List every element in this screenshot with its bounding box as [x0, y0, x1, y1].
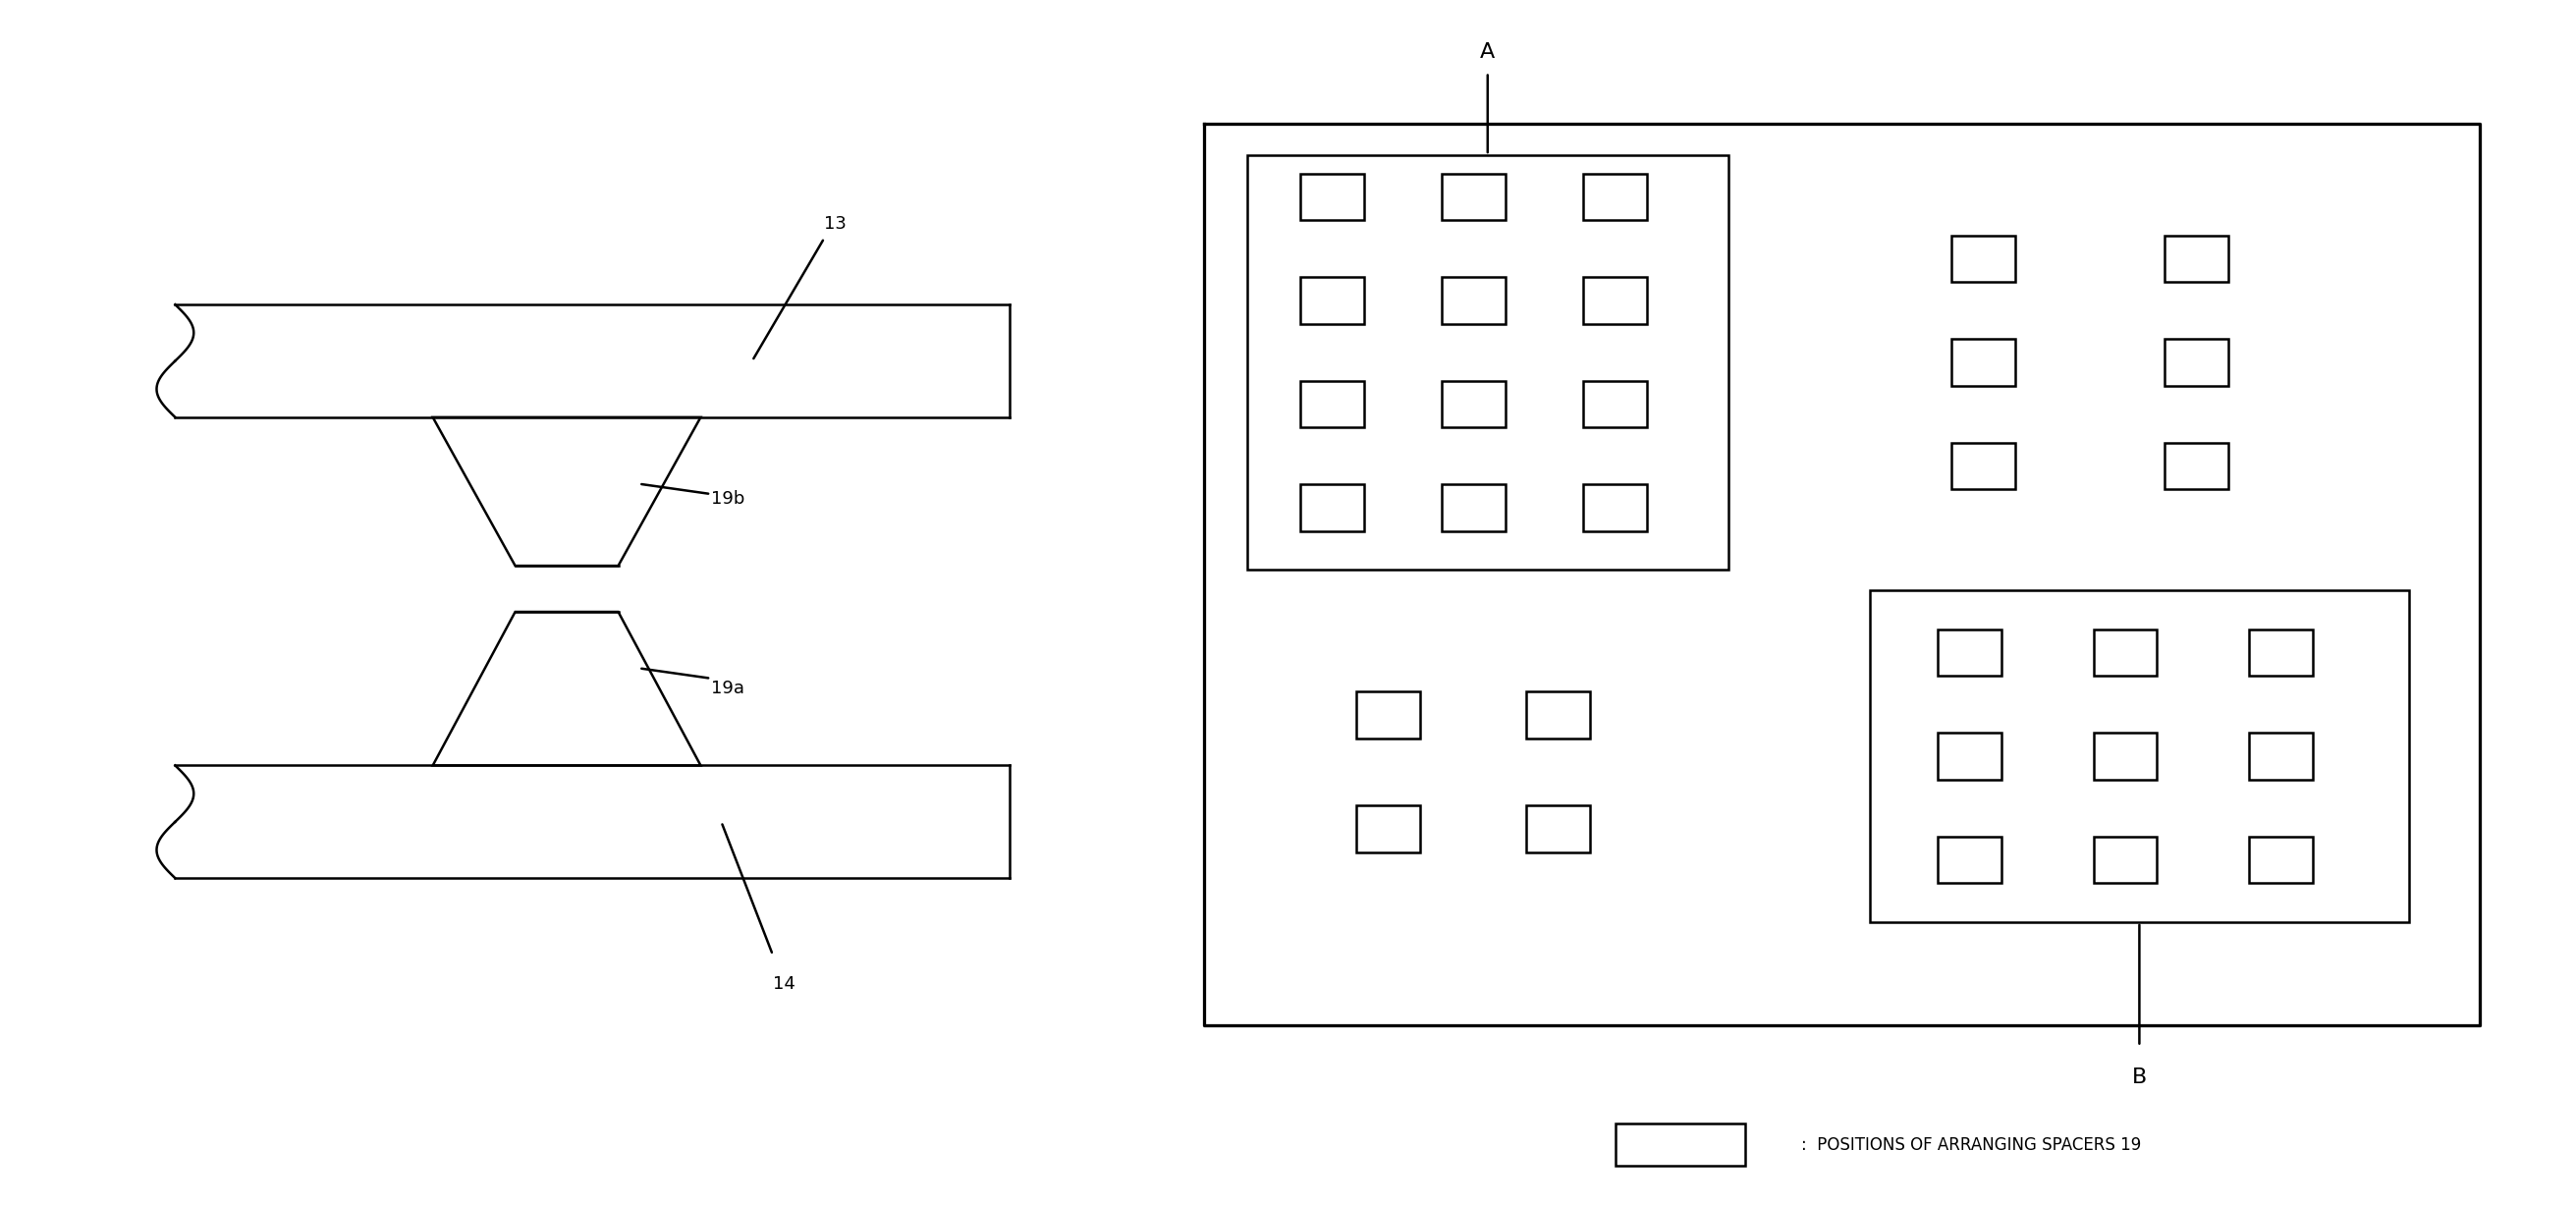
Text: 19b: 19b	[711, 490, 744, 509]
Bar	[2164, 442, 2228, 489]
Bar	[2094, 836, 2156, 883]
Text: 14: 14	[773, 976, 796, 993]
Bar	[1443, 277, 1504, 324]
Bar	[1301, 381, 1363, 428]
Bar	[1584, 174, 1646, 221]
Bar	[1953, 442, 2014, 489]
Text: :  POSITIONS OF ARRANGING SPACERS 19: : POSITIONS OF ARRANGING SPACERS 19	[1801, 1136, 2141, 1153]
Bar	[2094, 629, 2156, 676]
Text: A: A	[1481, 42, 1494, 61]
Bar	[1301, 484, 1363, 531]
Bar	[1358, 692, 1419, 739]
Bar	[1443, 381, 1504, 428]
Bar	[1358, 805, 1419, 852]
Bar	[1584, 381, 1646, 428]
Bar	[1584, 277, 1646, 324]
Bar	[1443, 174, 1504, 221]
Bar	[1528, 805, 1589, 852]
Bar	[2249, 733, 2313, 780]
Text: B: B	[2133, 1068, 2146, 1087]
Bar	[1301, 174, 1363, 221]
Bar	[1937, 629, 2002, 676]
Bar	[2249, 836, 2313, 883]
Bar	[1301, 277, 1363, 324]
Bar	[1247, 155, 1728, 570]
Bar	[1584, 484, 1646, 531]
Text: 19a: 19a	[711, 680, 744, 698]
Bar	[2249, 629, 2313, 676]
Bar	[2164, 339, 2228, 386]
Bar	[2164, 235, 2228, 282]
Bar	[1615, 1123, 1747, 1166]
Bar	[1953, 339, 2014, 386]
Bar	[1953, 235, 2014, 282]
Text: 13: 13	[824, 216, 848, 233]
Bar	[1937, 733, 2002, 780]
Bar	[1870, 590, 2409, 922]
Bar	[2094, 733, 2156, 780]
Bar	[1528, 692, 1589, 739]
Bar	[1937, 836, 2002, 883]
Bar	[1443, 484, 1504, 531]
